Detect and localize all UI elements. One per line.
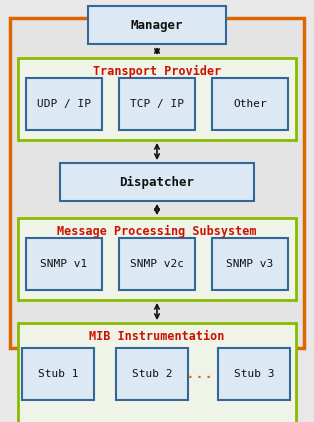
Text: . . .: . . . — [188, 368, 212, 381]
Bar — [119, 78, 195, 130]
Text: Manager: Manager — [131, 19, 183, 32]
Text: UDP / IP: UDP / IP — [37, 99, 91, 109]
Bar — [26, 78, 102, 130]
Text: Stub 1: Stub 1 — [38, 369, 78, 379]
Bar — [88, 6, 226, 44]
Text: TCP / IP: TCP / IP — [130, 99, 184, 109]
Bar — [18, 218, 296, 300]
Bar — [119, 238, 195, 290]
Bar — [26, 238, 102, 290]
Text: Transport Provider: Transport Provider — [93, 65, 221, 78]
Bar — [116, 348, 188, 400]
Bar — [18, 58, 296, 140]
Text: Stub 3: Stub 3 — [234, 369, 274, 379]
Bar — [22, 348, 94, 400]
Bar — [212, 78, 288, 130]
Text: Dispatcher: Dispatcher — [120, 176, 194, 189]
Text: MIB Instrumentation: MIB Instrumentation — [89, 330, 225, 343]
Text: SNMP v1: SNMP v1 — [41, 259, 88, 269]
Text: SNMP v2c: SNMP v2c — [130, 259, 184, 269]
Text: Message Processing Subsystem: Message Processing Subsystem — [57, 225, 257, 238]
Text: Other: Other — [233, 99, 267, 109]
Bar — [18, 323, 296, 422]
Bar — [60, 163, 254, 201]
Bar — [212, 238, 288, 290]
Bar — [10, 18, 304, 348]
Text: SNMP v3: SNMP v3 — [226, 259, 273, 269]
Text: Stub 2: Stub 2 — [132, 369, 172, 379]
Bar — [218, 348, 290, 400]
